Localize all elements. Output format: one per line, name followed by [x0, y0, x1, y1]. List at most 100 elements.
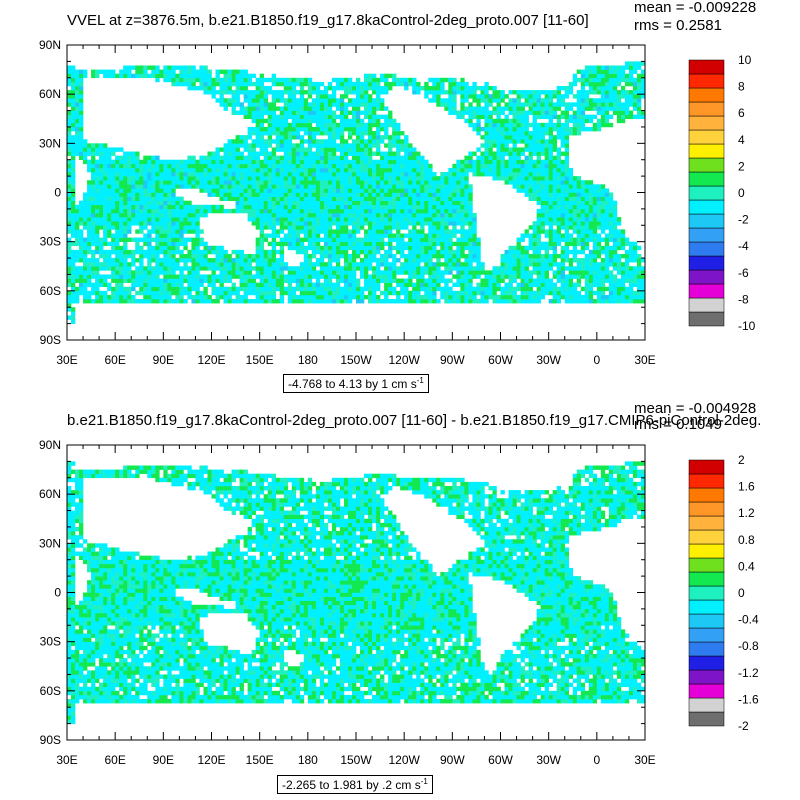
field-cell — [424, 258, 429, 263]
field-cell — [315, 274, 321, 279]
field-cell — [372, 217, 377, 222]
field-cell — [195, 258, 200, 263]
field-cell — [323, 139, 329, 144]
field-cell — [95, 188, 100, 193]
field-cell — [464, 262, 469, 267]
field-cell — [556, 253, 561, 259]
field-cell — [271, 221, 277, 226]
field-cell — [640, 294, 646, 300]
field-cell — [536, 147, 541, 152]
field-cell — [347, 258, 353, 263]
field-cell — [356, 221, 361, 226]
field-cell — [368, 217, 373, 222]
field-cell — [504, 176, 509, 181]
field-cell — [103, 282, 108, 288]
field-cell — [532, 290, 537, 296]
field-cell — [456, 188, 461, 193]
field-cell — [71, 315, 76, 320]
field-cell — [263, 212, 268, 218]
field-cell — [492, 274, 497, 279]
field-cell — [592, 282, 598, 288]
field-cell — [335, 188, 341, 193]
field-cell — [456, 245, 461, 251]
field-cell — [384, 274, 389, 279]
field-cell — [279, 245, 285, 251]
field-cell — [592, 122, 598, 128]
field-cell — [452, 208, 457, 214]
field-cell — [392, 192, 397, 197]
field-cell — [492, 290, 497, 296]
field-cell — [588, 118, 594, 124]
field-cell — [368, 274, 373, 279]
field-cell — [231, 262, 236, 267]
field-cell — [163, 266, 168, 271]
field-cell — [75, 212, 80, 218]
field-cell — [376, 139, 381, 144]
field-cell — [632, 245, 638, 251]
field-cell — [339, 233, 345, 238]
field-cell — [512, 118, 517, 124]
field-cell — [87, 184, 92, 189]
field-cell — [327, 274, 333, 279]
field-cell — [356, 217, 361, 222]
field-cell — [436, 212, 441, 218]
field-cell — [343, 106, 349, 111]
field-cell — [303, 217, 309, 222]
field-cell — [632, 290, 638, 296]
field-cell — [319, 217, 325, 222]
field-cell — [528, 233, 533, 238]
field-cell — [339, 155, 345, 161]
field-cell — [488, 274, 493, 279]
field-cell — [239, 192, 244, 197]
field-cell — [339, 159, 345, 165]
field-cell — [380, 184, 385, 189]
field-cell — [151, 200, 156, 206]
field-cell — [536, 241, 541, 247]
field-cell — [155, 278, 160, 283]
field-cell — [323, 147, 329, 152]
field-cell — [251, 282, 256, 288]
field-cell — [163, 167, 168, 173]
field-cell — [472, 229, 477, 234]
field-cell — [191, 245, 196, 251]
field-cell — [351, 270, 357, 275]
field-cell — [548, 266, 553, 271]
field-cell — [536, 233, 541, 238]
field-cell — [556, 114, 561, 120]
field-cell — [267, 258, 272, 263]
field-cell — [271, 270, 277, 275]
field-cell — [103, 262, 108, 267]
field-cell — [372, 229, 377, 234]
field-cell — [476, 299, 481, 304]
field-cell — [532, 188, 537, 193]
field-cell — [147, 172, 152, 177]
field-cell — [468, 225, 473, 230]
field-cell — [251, 196, 256, 201]
field-cell — [612, 274, 618, 279]
field-cell — [103, 233, 108, 238]
field-cell — [564, 204, 570, 210]
field-cell — [71, 233, 76, 238]
field-cell — [331, 192, 337, 197]
field-cell — [460, 176, 465, 181]
field-cell — [360, 270, 365, 275]
field-cell — [492, 278, 497, 283]
field-cell — [87, 258, 92, 263]
field-cell — [424, 188, 429, 193]
field-cell — [560, 221, 566, 226]
field-cell — [452, 221, 457, 226]
field-cell — [247, 278, 252, 283]
field-cell — [91, 172, 96, 177]
field-cell — [392, 208, 397, 214]
field-cell — [496, 172, 501, 177]
field-cell — [343, 274, 349, 279]
field-cell — [512, 266, 517, 271]
field-cell — [552, 139, 557, 144]
field-cell — [536, 167, 541, 173]
field-cell — [239, 208, 244, 214]
field-cell — [404, 151, 409, 156]
field-cell — [99, 172, 104, 177]
field-cell — [351, 278, 357, 283]
field-cell — [339, 167, 345, 173]
field-cell — [347, 118, 353, 124]
